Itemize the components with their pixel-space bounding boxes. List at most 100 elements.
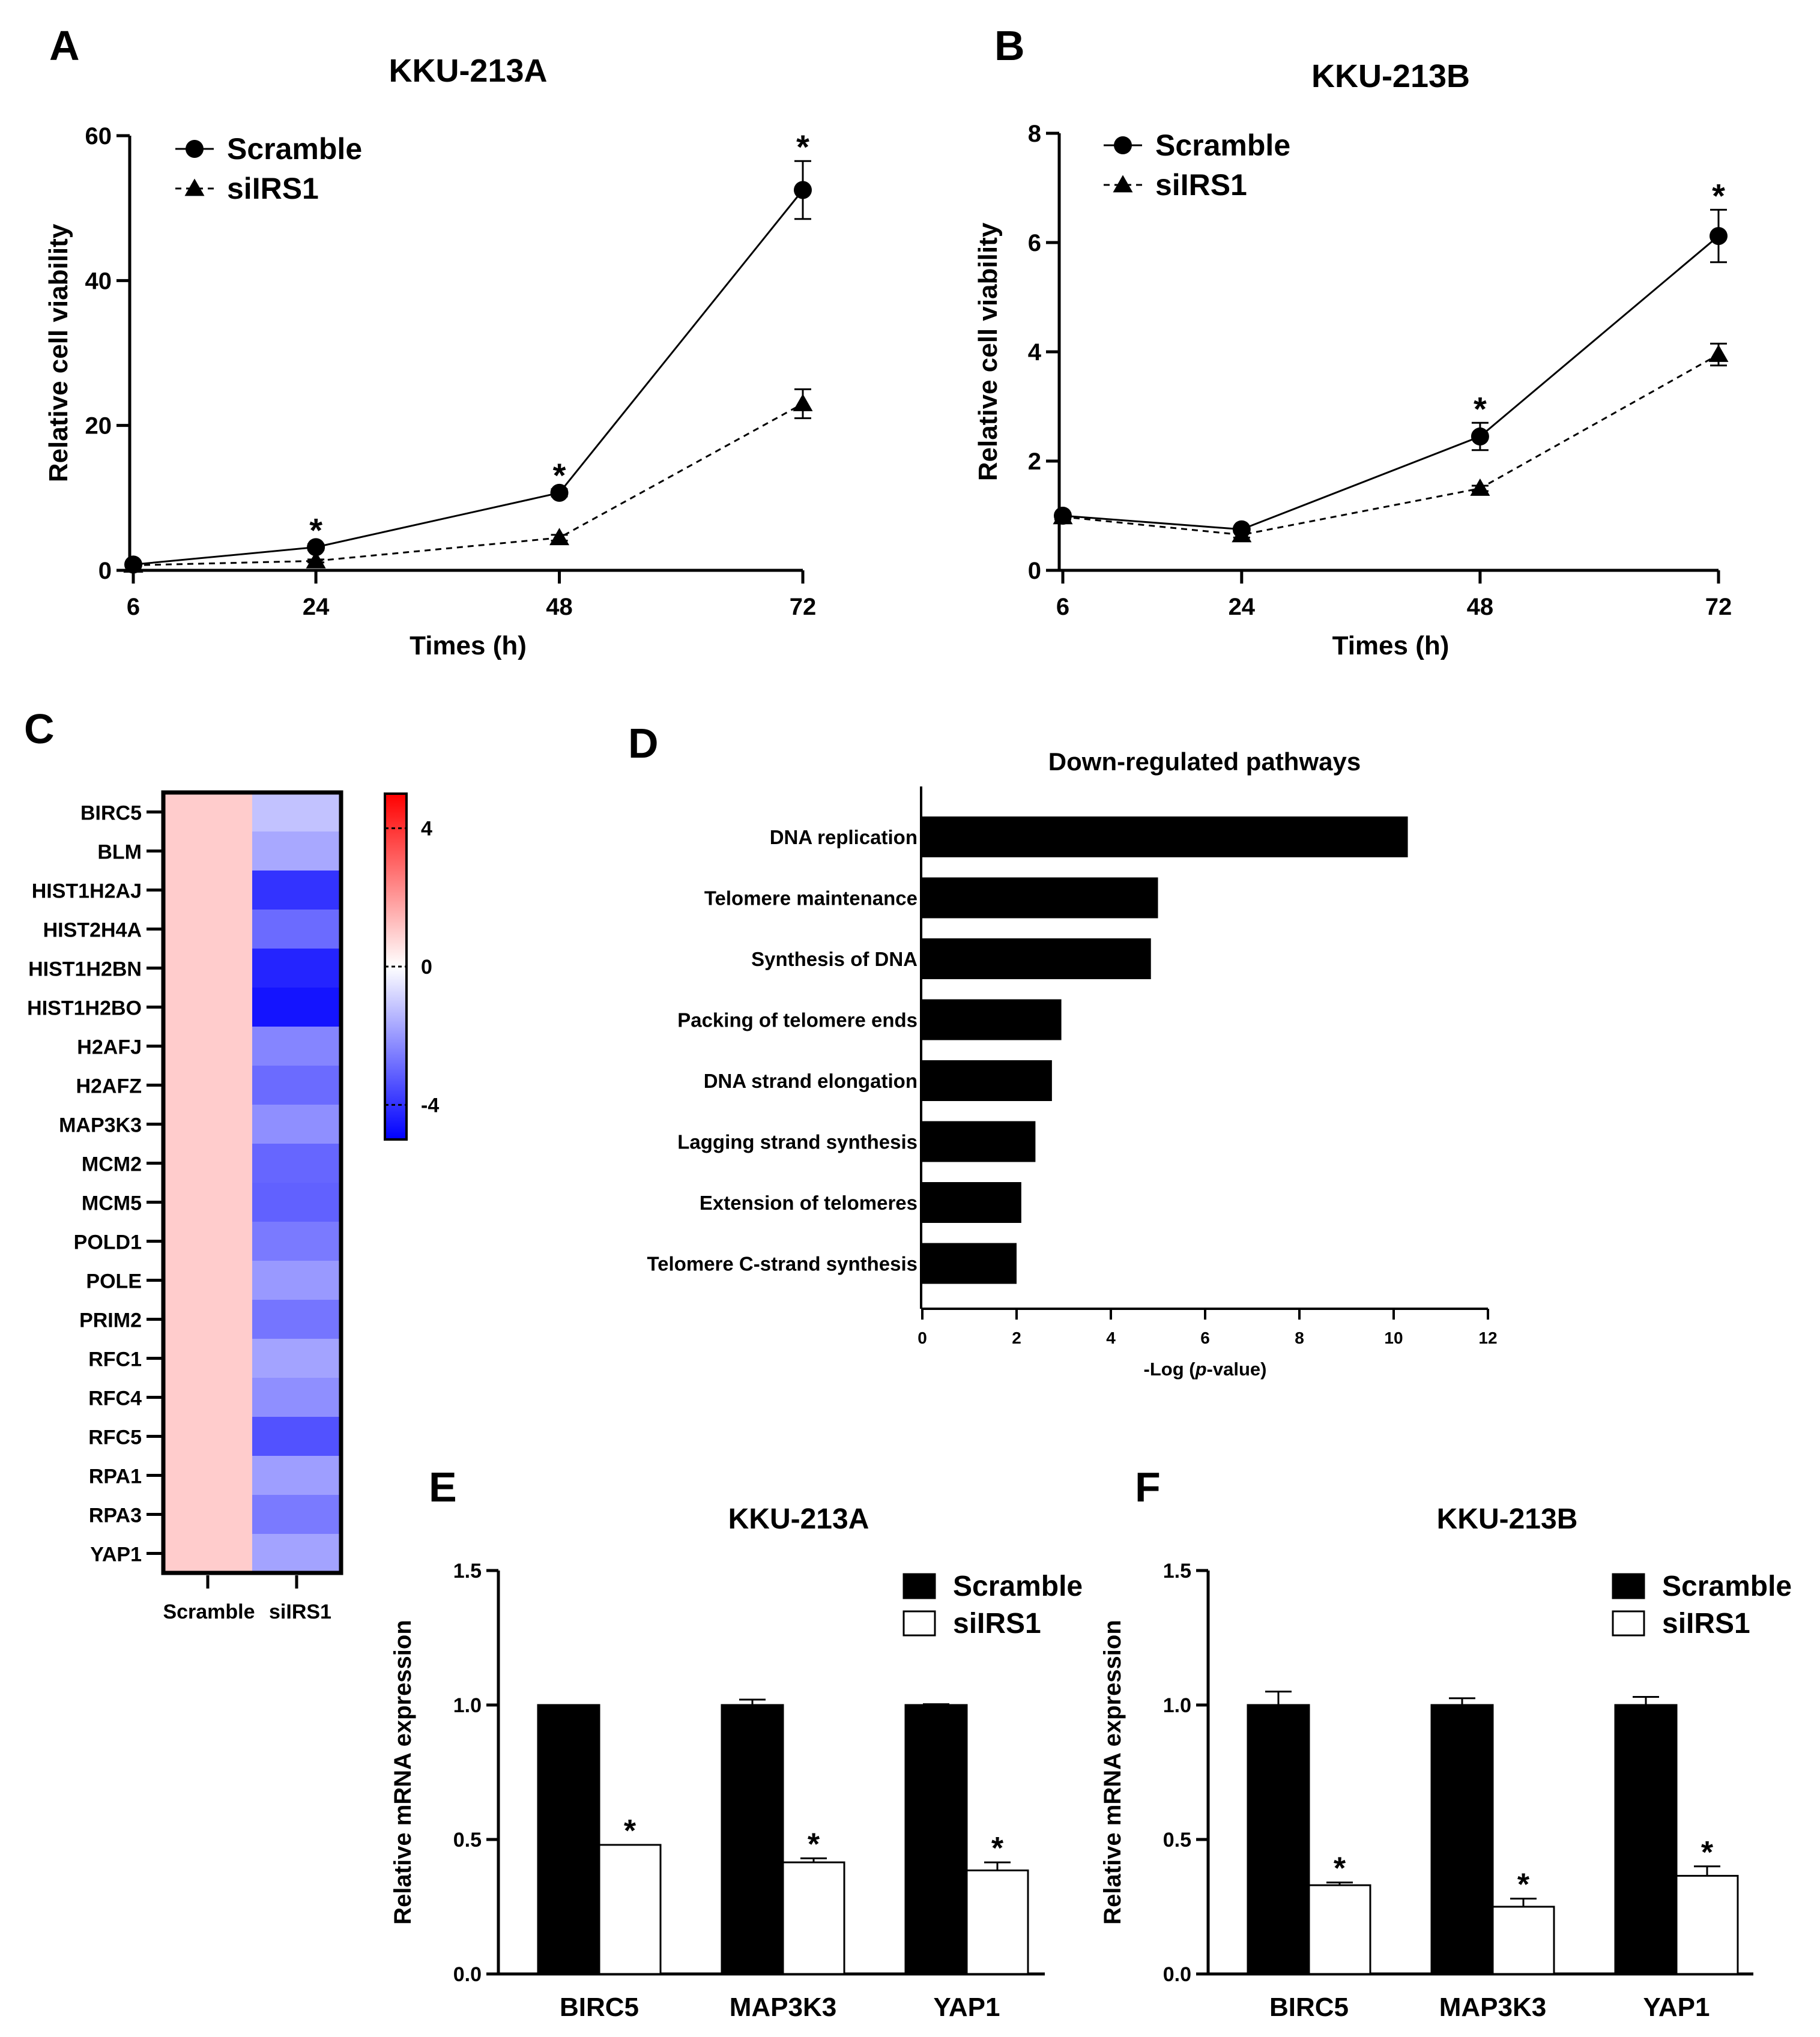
heatmap-cell xyxy=(252,1183,341,1222)
legend-label: Scramble xyxy=(953,1571,1083,1602)
data-point xyxy=(1232,525,1252,543)
y-axis-label: Relative cell viability xyxy=(44,223,73,482)
y-tick-label: 0.5 xyxy=(1163,1829,1191,1851)
bar xyxy=(1614,1704,1678,1975)
heatmap-cell xyxy=(163,1105,252,1144)
x-tick-label: 10 xyxy=(1384,1329,1403,1347)
legend-label: Scramble xyxy=(227,132,362,166)
significance-star: * xyxy=(309,512,322,549)
category-label: Telomere C-strand synthesis xyxy=(647,1253,918,1275)
x-axis-label: Times (h) xyxy=(410,631,527,660)
heatmap-col-label: siIRS1 xyxy=(269,1601,331,1623)
heatmap-cell xyxy=(163,871,252,910)
x-axis-label: Times (h) xyxy=(1332,631,1450,660)
bar xyxy=(1430,1704,1494,1975)
heatmap-row-label: H2AFZ xyxy=(76,1075,142,1098)
series-line xyxy=(1062,354,1719,536)
bar xyxy=(782,1861,845,1975)
panel-label-b: B xyxy=(994,22,1025,69)
data-point xyxy=(1708,345,1729,362)
bar xyxy=(922,1121,1036,1162)
bar xyxy=(922,938,1151,979)
heatmap-cell xyxy=(252,1105,341,1144)
category-label: Telomere maintenance xyxy=(704,887,918,910)
heatmap-row-label: BIRC5 xyxy=(80,802,142,825)
x-axis-label-part: p xyxy=(1195,1359,1207,1380)
y-tick-label: 1.0 xyxy=(1163,1694,1191,1717)
category-label: Synthesis of DNA xyxy=(751,948,918,970)
x-tick-label: 2 xyxy=(1012,1329,1021,1347)
heatmap-cell xyxy=(252,988,341,1027)
heatmap-cell xyxy=(252,871,341,910)
significance-star: * xyxy=(796,128,809,166)
bar-chart-f: KKU-213B 0.0 0.5 1.0 1.5 Relative mRNA expres… xyxy=(1099,1503,1792,2022)
heatmap-cell xyxy=(163,1417,252,1456)
bar xyxy=(721,1704,784,1975)
category-label: BIRC5 xyxy=(1269,1993,1349,2022)
series-line xyxy=(1062,235,1719,531)
legend-swatch xyxy=(902,1573,936,1599)
legend-swatch xyxy=(1612,1610,1645,1637)
heatmap-cell xyxy=(163,1378,252,1417)
chart-title: KKU-213A xyxy=(388,53,547,89)
heatmap-cell xyxy=(252,1300,341,1339)
series-line xyxy=(133,403,803,567)
data-point xyxy=(1471,427,1489,446)
heatmap-cell xyxy=(252,1222,341,1261)
heatmap-row-label: RPA1 xyxy=(89,1465,142,1488)
heatmap-c: BIRC5 BLM HIST1H2AJ HIST2H4A HIST1H2BN HIST1H… xyxy=(27,790,439,1623)
legend-label: Scramble xyxy=(1155,128,1290,162)
bar xyxy=(922,1182,1021,1223)
heatmap-row-label: H2AFJ xyxy=(77,1036,142,1059)
chart-title: KKU-213B xyxy=(1437,1503,1578,1535)
legend-swatch xyxy=(1612,1573,1645,1599)
chart-title: Down-regulated pathways xyxy=(1048,747,1361,776)
data-point xyxy=(1470,478,1490,496)
heatmap-cell xyxy=(163,1495,252,1535)
y-tick-label: 60 xyxy=(85,123,112,149)
heatmap-cell xyxy=(163,910,252,949)
legend-label: Scramble xyxy=(1662,1571,1792,1602)
x-tick-label: 24 xyxy=(1229,594,1256,620)
category-label: YAP1 xyxy=(934,1993,1000,2022)
category-label: BIRC5 xyxy=(560,1993,639,2022)
y-axis-label: Relative mRNA expression xyxy=(390,1620,416,1925)
significance-star: * xyxy=(1701,1835,1714,1870)
y-tick-label: 1.5 xyxy=(453,1560,482,1583)
heatmap-cell xyxy=(163,1261,252,1300)
heatmap-cell xyxy=(163,1066,252,1105)
y-tick-label: 1.5 xyxy=(1163,1560,1191,1583)
heatmap-cell xyxy=(252,1261,341,1300)
y-tick-label: 0 xyxy=(98,558,112,584)
heatmap-row-label: BLM xyxy=(97,841,142,864)
data-point xyxy=(1710,227,1728,246)
bar xyxy=(1675,1874,1739,1975)
panel-label-e: E xyxy=(429,1464,457,1510)
colorbar-tick-label: -4 xyxy=(421,1094,439,1117)
colorbar-tick-label: 4 xyxy=(421,818,432,840)
heatmap-frame xyxy=(161,790,343,1575)
chart-title: KKU-213B xyxy=(1311,58,1470,94)
y-tick-label: 6 xyxy=(1028,230,1041,256)
panel-label-c: C xyxy=(24,705,55,752)
heatmap-cell xyxy=(163,1183,252,1222)
legend-marker xyxy=(186,140,204,158)
category-label: DNA strand elongation xyxy=(704,1070,918,1092)
heatmap-cell xyxy=(252,1534,341,1574)
x-tick-label: 4 xyxy=(1106,1329,1116,1347)
x-tick-label: 6 xyxy=(1056,594,1069,620)
y-axis-label: Relative mRNA expression xyxy=(1099,1620,1126,1925)
x-tick-label: 12 xyxy=(1478,1329,1497,1347)
heatmap-row-label: YAP1 xyxy=(90,1544,142,1566)
heatmap-cell xyxy=(163,1300,252,1339)
data-point xyxy=(1053,507,1073,525)
legend-label: siIRS1 xyxy=(1662,1608,1750,1640)
heatmap-cell xyxy=(252,1144,341,1183)
x-tick-label: 8 xyxy=(1295,1329,1304,1347)
y-tick-label: 0.0 xyxy=(453,1963,482,1986)
colorbar-tick-label: 0 xyxy=(421,956,432,979)
panel-label-a: A xyxy=(49,22,80,69)
y-tick-label: 40 xyxy=(85,268,112,294)
significance-star: * xyxy=(1517,1868,1530,1903)
